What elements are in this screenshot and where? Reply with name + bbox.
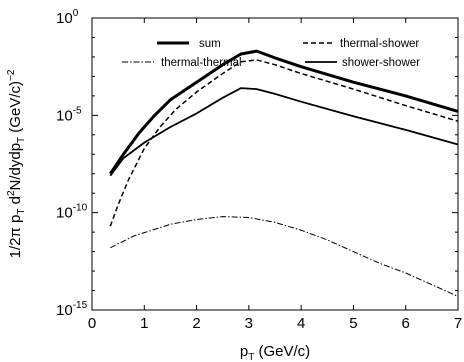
- legend-label-shower-shower: shower-shower: [342, 57, 420, 69]
- x-axis-label-sub: T: [248, 352, 254, 362]
- x-axis-label: pT (GeV/c): [240, 343, 310, 362]
- x-tick-label: 6: [402, 315, 410, 332]
- y-axis-label: 1/2π pT d2N/dydpT (GeV/c)−2: [6, 69, 27, 258]
- y-axis-label-unit: (GeV/c): [7, 81, 24, 137]
- y-tick-label-base: 10: [56, 10, 73, 27]
- legend-label-sum: sum: [199, 38, 221, 50]
- y-tick-label: 10-15: [56, 300, 88, 319]
- plot-frame: [91, 17, 459, 311]
- y-tick-label: 10-5: [56, 105, 82, 124]
- x-axis-label-main: p: [240, 343, 248, 360]
- x-tick-label: 5: [349, 315, 357, 332]
- series-line-sum: [109, 49, 459, 175]
- x-tick-label: 1: [140, 315, 148, 332]
- series-line-thermal-thermal: [110, 216, 459, 297]
- x-tick-label: 2: [192, 315, 200, 332]
- y-tick-label-power: -10: [73, 203, 88, 214]
- x-axis-label-unit: (GeV/c): [254, 343, 310, 360]
- y-axis-label-sup2: −2: [6, 69, 17, 81]
- x-tick-label: 4: [297, 315, 305, 332]
- y-axis-label-sub1: T: [16, 209, 27, 215]
- y-axis-label-sub2: T: [16, 137, 27, 143]
- series-lines: [109, 49, 459, 297]
- legend-label-thermal-thermal: thermal-thermal: [161, 57, 242, 69]
- x-tick-label: 3: [245, 315, 253, 332]
- y-tick-label-power: 0: [73, 8, 79, 19]
- x-tick-label: 7: [454, 315, 462, 332]
- y-axis-label-prefix: 1/2π p: [7, 215, 24, 259]
- y-axis-label-mid2: N/dydp: [7, 143, 24, 191]
- y-tick-label-base: 10: [56, 302, 73, 319]
- x-tick-label: 0: [88, 315, 96, 332]
- y-axis-label-mid: d: [7, 196, 24, 209]
- legend: sum thermal-shower thermal-thermal showe…: [122, 38, 420, 69]
- x-axis-ticks: 0 1 2 3 4 5 6 7: [88, 18, 462, 332]
- series-line-thermal-shower: [109, 59, 459, 227]
- y-axis-label-sup1: 2: [6, 190, 17, 196]
- legend-label-thermal-shower: thermal-shower: [340, 38, 419, 50]
- y-tick-label-power: -15: [73, 300, 88, 311]
- y-tick-label-base: 10: [56, 205, 73, 222]
- y-tick-label-power: -5: [73, 105, 82, 116]
- y-tick-label-base: 10: [56, 107, 73, 124]
- series-line-shower-shower: [109, 87, 459, 177]
- y-tick-label: 10-10: [56, 203, 88, 222]
- y-tick-label: 100: [56, 8, 79, 27]
